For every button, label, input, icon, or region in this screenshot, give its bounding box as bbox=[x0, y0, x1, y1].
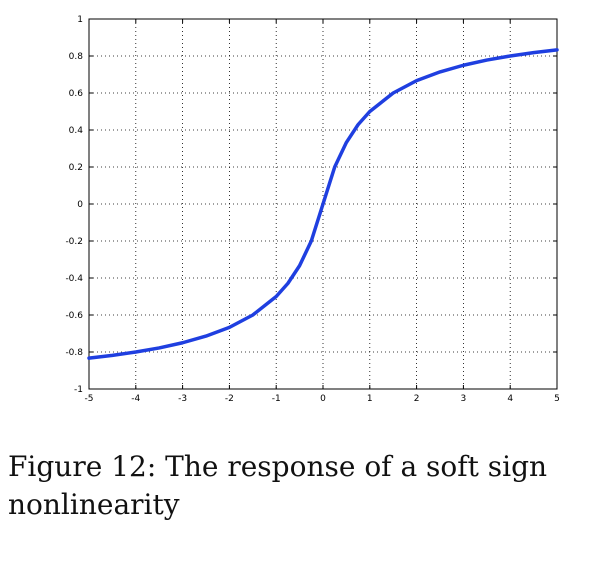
x-tick-label: -1 bbox=[272, 394, 281, 404]
x-tick-label: 5 bbox=[554, 394, 560, 404]
y-tick-label: -0.2 bbox=[65, 237, 83, 247]
softsign-curve bbox=[87, 48, 559, 360]
y-tick-label: 0.6 bbox=[69, 89, 84, 99]
y-tick-label: -0.6 bbox=[65, 311, 83, 321]
x-tick-label: -2 bbox=[225, 394, 234, 404]
y-tick-label: -0.4 bbox=[65, 274, 83, 284]
figure-caption: Figure 12: The response of a soft sign n… bbox=[8, 450, 548, 521]
x-tick-label: 0 bbox=[320, 394, 326, 404]
y-tick-label: -1 bbox=[74, 385, 83, 395]
y-tick-label: 0.4 bbox=[69, 126, 84, 136]
grid bbox=[89, 19, 557, 389]
x-tick-label: 4 bbox=[507, 394, 513, 404]
x-tick-label: -4 bbox=[131, 394, 140, 404]
y-tick-label: 1 bbox=[77, 15, 83, 25]
x-tick-label: -3 bbox=[178, 394, 187, 404]
x-tick-label: 2 bbox=[414, 394, 420, 404]
y-tick-label: -0.8 bbox=[65, 348, 83, 358]
y-tick-label: 0.8 bbox=[69, 52, 84, 62]
axis-ticks: -5 -4 -3 -2 -1 0 1 2 3 4 5 -1 -0.8 -0.6 -0.4 -0.2 0 0.2 0.… bbox=[65, 15, 559, 404]
softsign-chart: -5 -4 -3 -2 -1 0 1 2 3 4 5 -1 -0.8 -0.6 -0.4 -0.2 0 0.2 0.… bbox=[65, 15, 559, 404]
x-tick-label: 3 bbox=[461, 394, 467, 404]
y-tick-label: 0.2 bbox=[69, 163, 83, 173]
x-tick-label: 1 bbox=[367, 394, 373, 404]
x-tick-label: -5 bbox=[85, 394, 94, 404]
series-layer bbox=[87, 48, 559, 360]
y-tick-label: 0 bbox=[77, 200, 83, 210]
